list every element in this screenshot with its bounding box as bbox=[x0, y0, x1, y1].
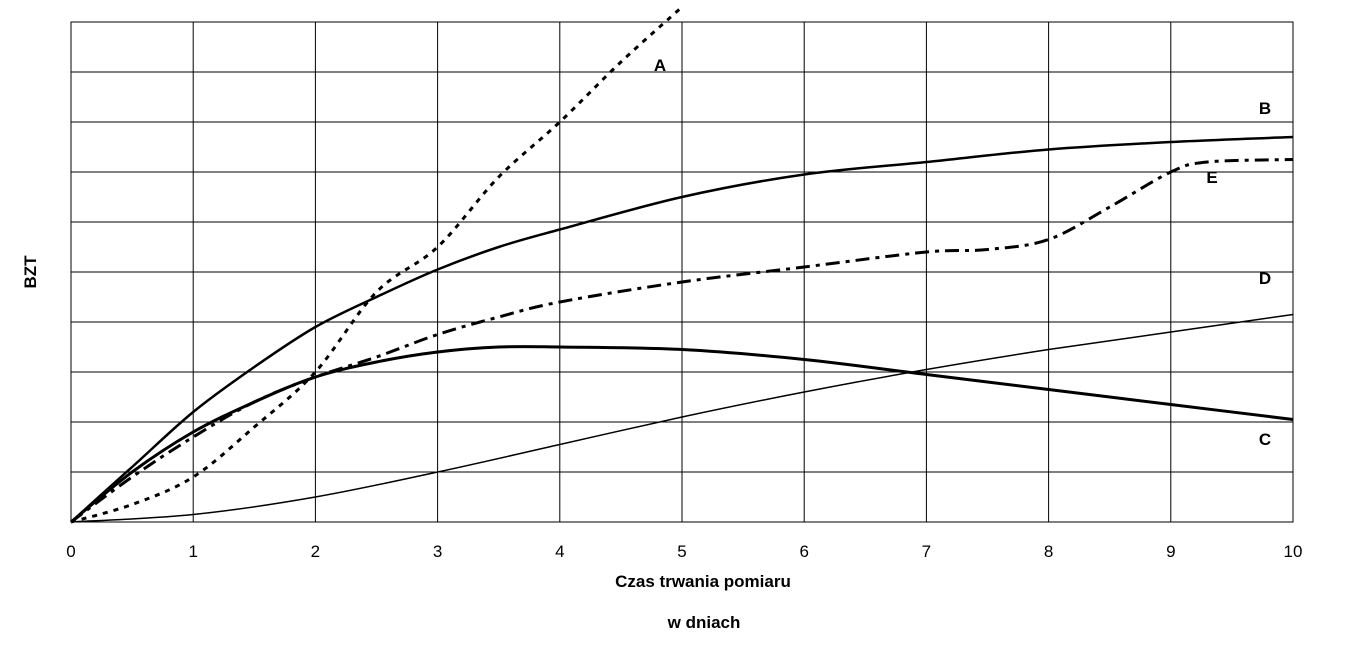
series-line-a bbox=[70, 5, 684, 524]
series-line-c bbox=[70, 345, 1294, 524]
x-axis-title: Czas trwania pomiaru bbox=[615, 572, 791, 591]
x-axis-title-line2: w dniach bbox=[667, 613, 741, 632]
y-axis-title: BZT bbox=[21, 255, 40, 289]
x-tick-label: 1 bbox=[188, 542, 197, 561]
x-tick-label: 0 bbox=[66, 542, 75, 561]
series-line-e bbox=[70, 158, 1294, 524]
x-tick-label: 6 bbox=[799, 542, 808, 561]
series-label-e: E bbox=[1206, 168, 1217, 187]
chart-series bbox=[70, 5, 1294, 524]
x-tick-label: 10 bbox=[1284, 542, 1303, 561]
series-label-a: A bbox=[654, 56, 666, 75]
series-line-d bbox=[70, 313, 1294, 523]
x-tick-label: 5 bbox=[677, 542, 686, 561]
series-label-d: D bbox=[1259, 269, 1271, 288]
x-tick-label: 2 bbox=[311, 542, 320, 561]
series-label-c: C bbox=[1259, 430, 1271, 449]
chart-grid bbox=[70, 21, 1294, 523]
x-tick-label: 7 bbox=[922, 542, 931, 561]
x-tick-labels: 0 1 2 3 4 5 6 7 8 9 10 bbox=[66, 542, 1302, 561]
series-label-b: B bbox=[1259, 99, 1271, 118]
series-line-b bbox=[70, 135, 1294, 523]
x-tick-label: 4 bbox=[555, 542, 564, 561]
x-tick-label: 3 bbox=[433, 542, 442, 561]
series-labels: A B C D E bbox=[654, 56, 1271, 449]
x-tick-label: 9 bbox=[1166, 542, 1175, 561]
x-tick-label: 8 bbox=[1044, 542, 1053, 561]
